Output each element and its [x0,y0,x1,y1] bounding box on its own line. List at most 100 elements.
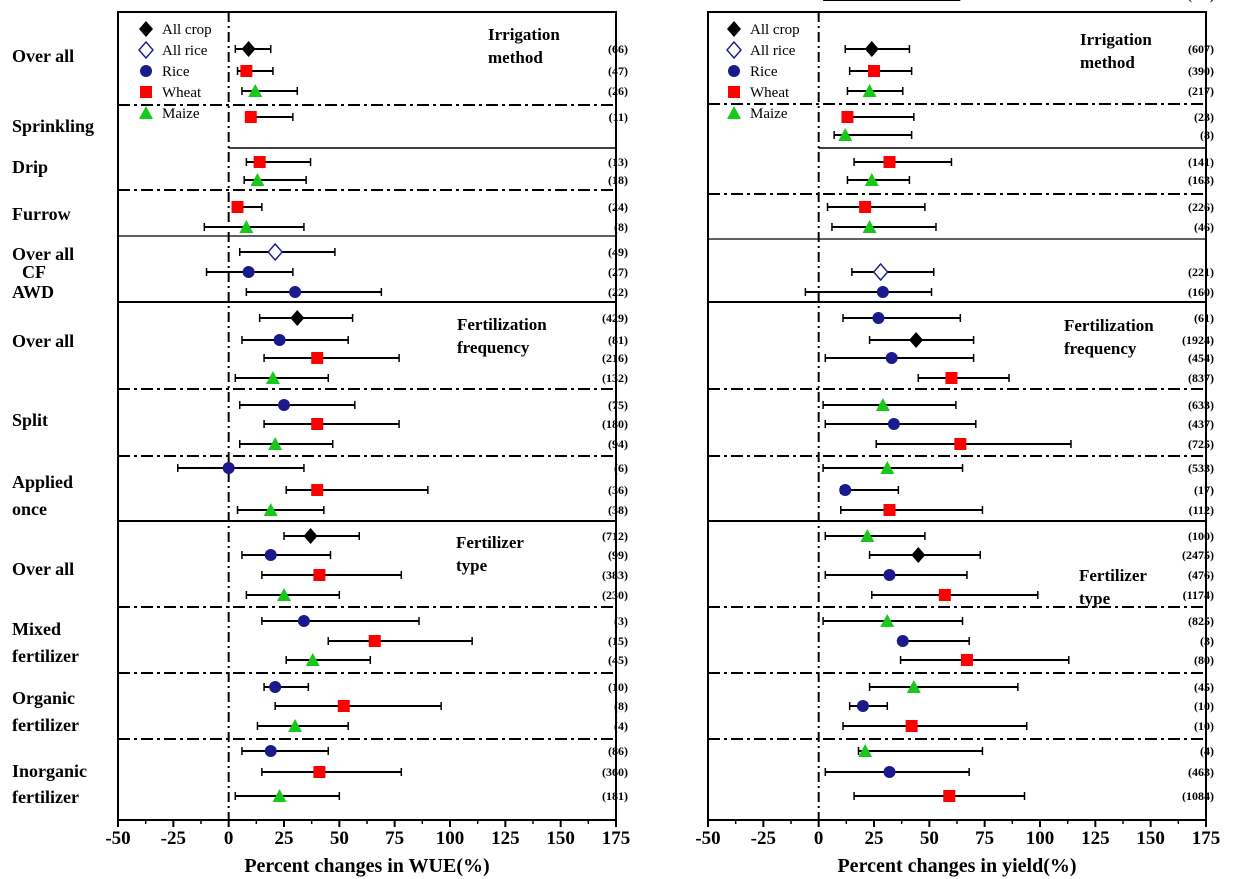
data-point-maize: (45) [868,680,1214,694]
data-point-maize: (825) [822,614,1214,628]
mean-marker [880,461,895,474]
sample-size-label: (4) [1200,744,1214,758]
legend: All crop All rice Rice Wheat Maize [726,21,800,122]
section-label: type [1079,589,1111,608]
sample-size-label: (180) [602,417,628,431]
sample-size-label: (429) [602,311,628,325]
mean-marker [239,220,254,233]
data-point-maize: (45) [285,653,628,667]
sample-size-label: (81) [608,333,628,347]
data-point-rice: (3) [896,634,1214,648]
section-label: Irrigation [1080,30,1152,49]
legend-item: All crop [727,21,800,38]
sample-size-label: (217) [1188,84,1214,98]
mean-marker [938,589,951,601]
sample-size-label: (163) [1188,173,1214,187]
sample-size-label: (476) [1188,568,1214,582]
section-label: Fertilizer [1079,566,1147,585]
data-point-maize: (94) [238,437,628,451]
sample-size-label: (23) [1194,110,1214,124]
mean-marker [290,310,305,326]
data-point-wheat: (10) [842,719,1214,733]
sample-size-label: (10) [608,680,628,694]
x-tick-label: 0 [814,828,824,849]
mean-marker [945,372,958,384]
sample-size-label: (94) [608,437,628,451]
section-label: Fertilizer [456,533,524,552]
data-point-rice: (22) [245,285,628,299]
data-point-all-crop: (429) [258,310,628,326]
mean-marker [883,766,896,778]
mean-marker [838,128,853,141]
data-point-maize: (230) [245,588,628,602]
x-tick-label: 125 [491,828,520,849]
sample-size-label: (3) [614,614,628,628]
data-point-wheat: (13) [245,155,628,169]
sample-size-label: (8) [1200,128,1214,142]
sample-size-label: (226) [1188,200,1214,214]
sample-size-label: (132) [602,371,628,385]
row-label: Drip [12,157,48,177]
chart-panel-1: -50 -25 0 25 50 75 100 125 150 175 Percent changes… [105,11,630,877]
section-label: frequency [1064,339,1137,358]
sample-size-label: (360) [602,765,628,779]
sample-size-label: (4) [614,719,628,733]
data-point-wheat: (80) [899,653,1214,667]
data-point-rice: (3) [261,614,628,628]
sample-size-label: (10) [1194,699,1214,713]
legend-label: All rice [750,43,796,59]
mean-marker [883,569,896,581]
sample-size-label: (2475) [1182,548,1214,562]
data-point-wheat: (390) [848,64,1214,78]
mean-marker [905,720,918,732]
data-point-rice: (10) [263,680,628,694]
legend-marker [728,86,740,98]
x-tick-label: 175 [1192,828,1221,849]
mean-marker [231,201,244,213]
sample-size-label: (36) [608,483,628,497]
data-point-rice: (75) [238,398,628,412]
section-label: method [488,48,543,67]
section-label: Fertilization [457,315,547,334]
data-point-wheat: (1084) [853,789,1214,803]
data-point-maize: (4) [857,744,1214,758]
sample-size-label: (454) [1188,351,1214,365]
legend-item: Rice [140,64,190,80]
row-label: Over all [12,559,74,579]
sample-size-label: (75) [608,398,628,412]
data-point-wheat: (11) [244,110,628,124]
mean-marker [883,156,896,168]
sample-size-label: (80) [1194,653,1214,667]
legend-label: All rice [162,43,208,59]
mean-marker [313,766,326,778]
data-point-maize: (163) [846,173,1214,187]
mean-marker [862,84,877,97]
mean-marker [909,332,924,348]
legend-label: All crop [162,22,212,38]
data-point-maize: (633) [822,398,1214,412]
data-point-maize: (8) [833,128,1214,142]
data-point-wheat: (24) [231,200,628,214]
data-point-wheat: (383) [261,568,628,582]
data-point-all-crop: (1924) [868,332,1214,348]
mean-marker [887,418,900,430]
sample-size-label: (47) [608,64,628,78]
mean-marker [906,680,921,693]
sample-size-label: (463) [1188,765,1214,779]
data-point-rice: (99) [241,548,628,562]
x-tick-label: -25 [751,828,776,849]
data-point-maize: (4) [256,719,628,733]
sample-size-label: (825) [1188,614,1214,628]
mean-marker [860,529,875,542]
x-tick-label: 100 [1026,828,1055,849]
data-point-rice: (86) [241,744,628,758]
section-label: Fertilization [1064,316,1154,335]
data-point-wheat: (725) [875,437,1214,451]
legend-item: Maize [727,106,788,122]
legend-item: All crop [139,21,212,38]
sample-size-label: (45) [608,653,628,667]
x-tick-label: -25 [161,828,186,849]
data-point-maize: (533) [822,461,1214,475]
mean-marker [858,744,873,757]
mean-marker [248,84,263,97]
